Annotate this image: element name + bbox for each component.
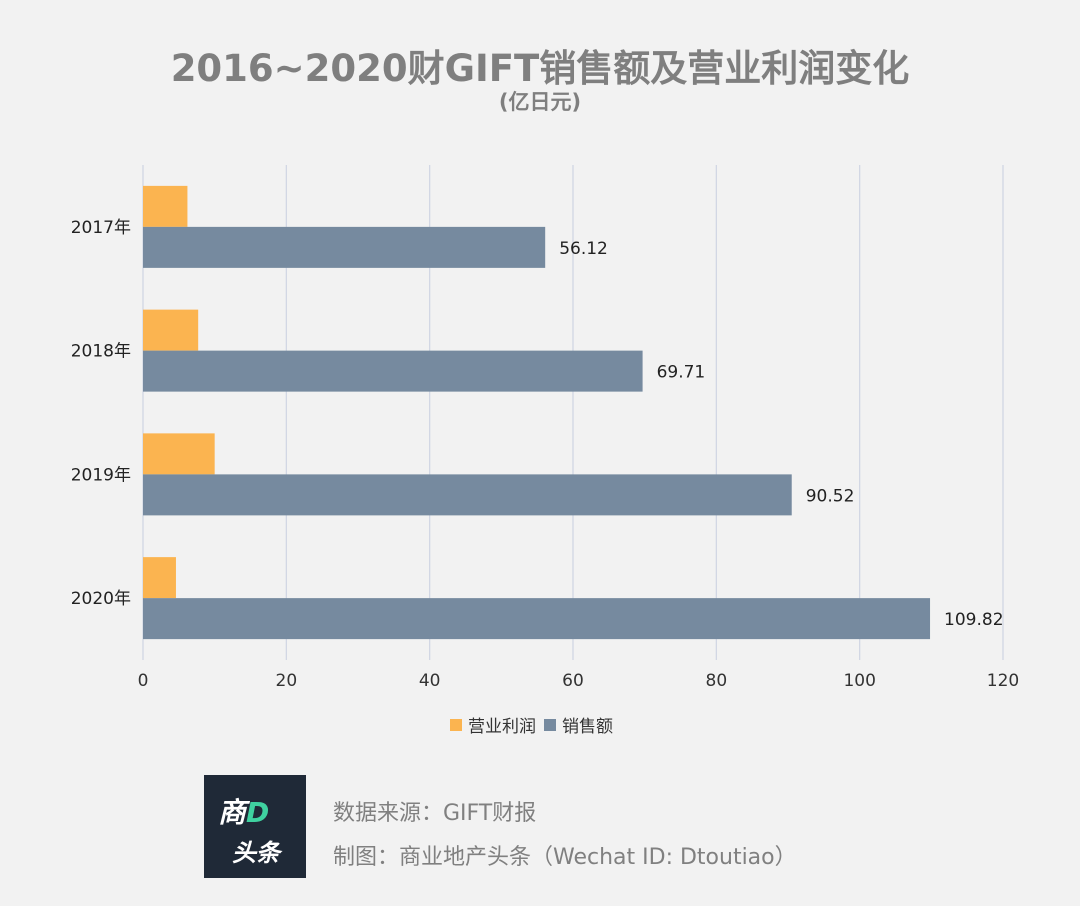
- logo-top-line: 商D: [218, 791, 269, 831]
- data-label-sales: 109.82: [944, 610, 1003, 630]
- bar-profit: [143, 557, 176, 599]
- logo-top-main: 商: [218, 796, 247, 829]
- legend-swatch-profit: [450, 718, 462, 731]
- legend-item-profit: 营业利润: [450, 712, 536, 737]
- bar-profit: [143, 185, 188, 227]
- x-tick-label: 80: [706, 671, 728, 691]
- data-label-sales: 56.12: [559, 239, 608, 259]
- x-tick-label: 40: [419, 671, 441, 691]
- logo-bottom-line: 头条: [232, 839, 280, 867]
- y-category-label: 2020年: [71, 589, 131, 609]
- bar-profit: [143, 433, 215, 475]
- logo-top-accent: D: [246, 796, 270, 829]
- chart-title: 2016~2020财GIFT销售额及营业利润变化: [170, 47, 910, 90]
- x-tick-label: 0: [138, 671, 149, 691]
- data-source-text: 数据来源：GIFT财报: [333, 801, 537, 826]
- data-label-sales: 69.71: [657, 363, 706, 383]
- x-tick-label: 100: [843, 671, 875, 691]
- y-category-label: 2017年: [71, 218, 131, 238]
- credit-text: 制图：商业地产头条（Wechat ID: Dtoutiao）: [333, 845, 797, 870]
- bar-sales: [143, 350, 643, 392]
- data-label-sales: 90.52: [806, 486, 855, 506]
- bar-sales: [143, 474, 792, 516]
- bar-chart: 0 20 40 60 80 100 120 56.12 2017年 69.71 2018年 90.52…: [71, 165, 1019, 691]
- legend-swatch-sales: [544, 718, 556, 731]
- bar-sales: [143, 598, 931, 640]
- legend-label-profit: 营业利润: [468, 717, 536, 737]
- bar-sales: [143, 226, 546, 268]
- chart-subtitle: (亿日元): [498, 90, 582, 114]
- x-tick-label: 20: [276, 671, 298, 691]
- x-tick-label: 120: [987, 671, 1019, 691]
- legend-item-sales: 销售额: [544, 712, 613, 737]
- y-category-label: 2019年: [71, 465, 131, 485]
- brand-logo: 商D 头条: [204, 775, 306, 878]
- y-category-label: 2018年: [71, 342, 131, 362]
- chart-legend: 营业利润 销售额: [450, 712, 621, 737]
- bar-profit: [143, 309, 199, 351]
- legend-label-sales: 销售额: [562, 717, 613, 737]
- x-tick-label: 60: [562, 671, 584, 691]
